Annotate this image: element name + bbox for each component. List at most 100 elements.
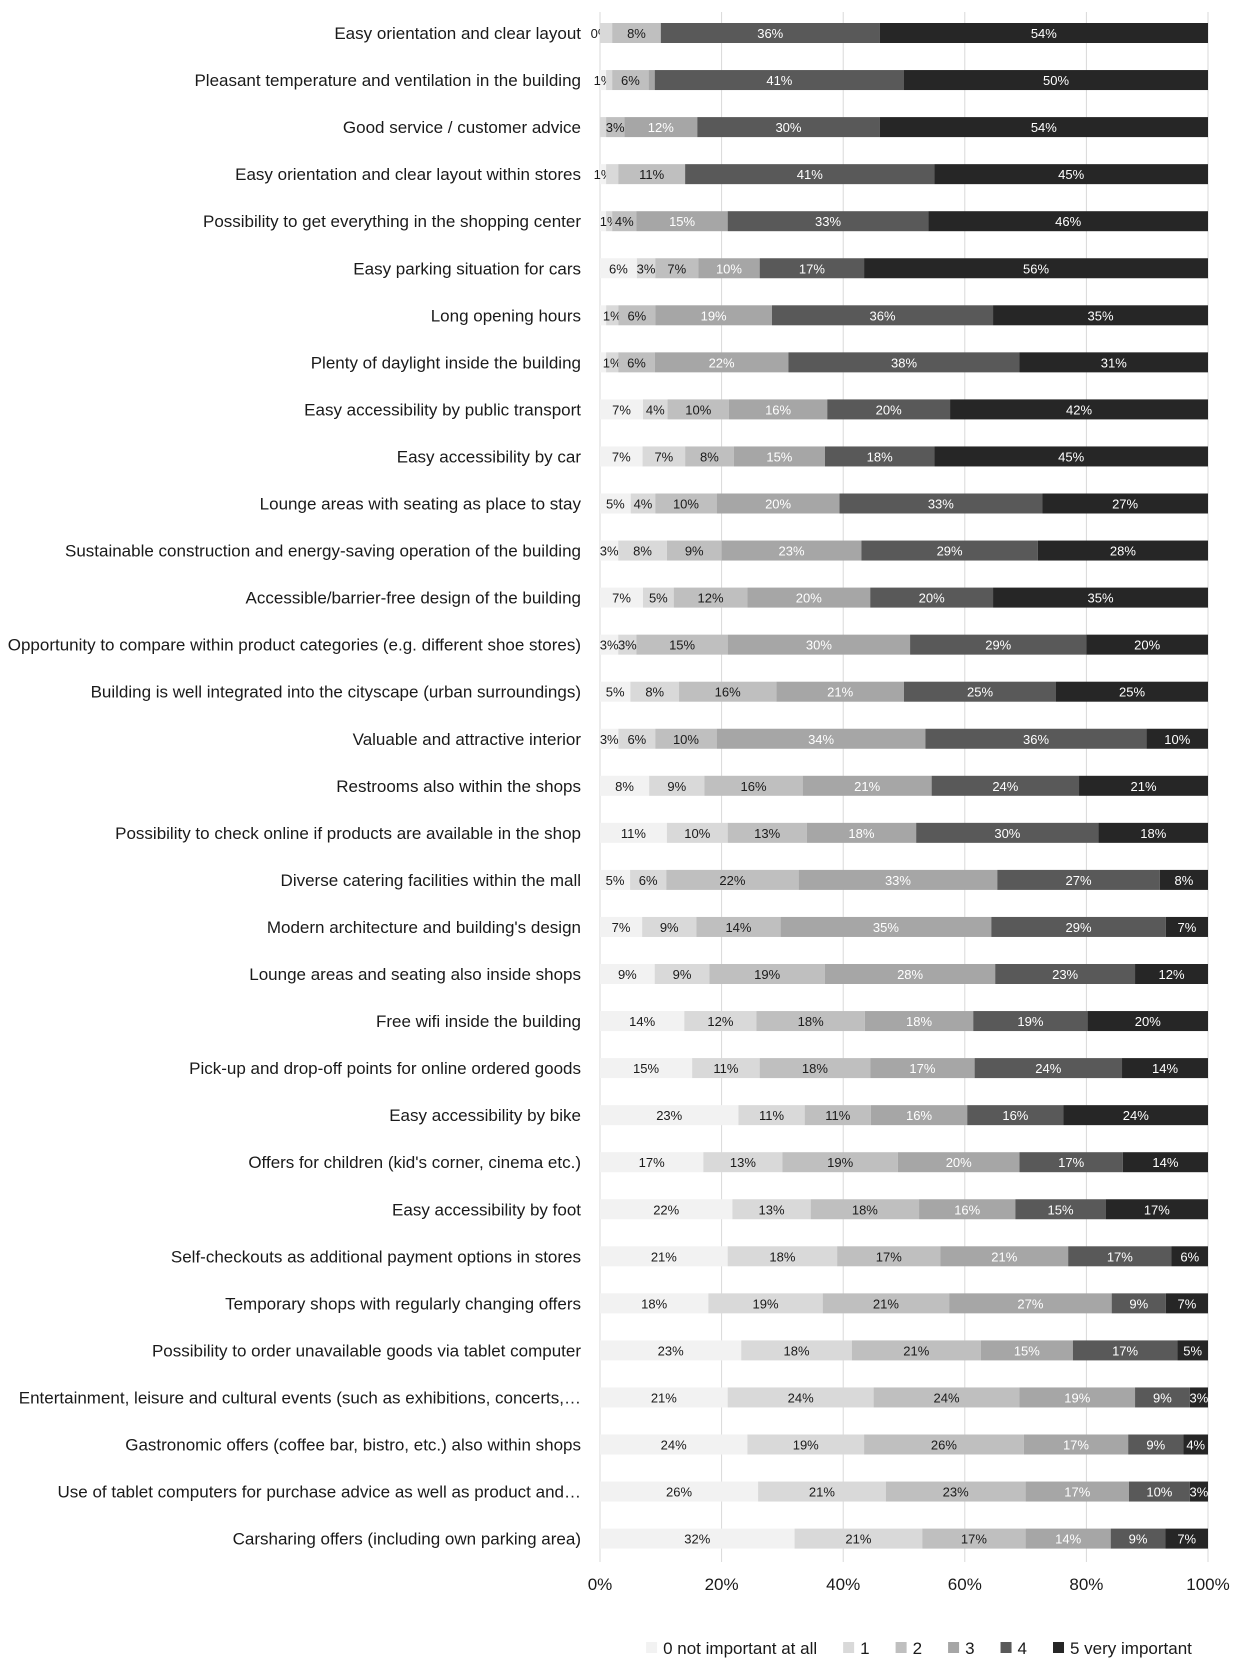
bar-data-label: 25% (1119, 685, 1145, 700)
bar-segment (759, 1058, 871, 1079)
bar-segment (794, 1528, 923, 1549)
bar-segment (721, 540, 862, 561)
bar-segment (679, 681, 777, 702)
bar-data-label: 20% (919, 591, 945, 606)
bar-segment (910, 634, 1087, 655)
bar-data-label: 5% (606, 873, 625, 888)
bar-segment (1165, 1528, 1208, 1549)
bar-segment (919, 1199, 1016, 1220)
bar-data-label: 7% (1178, 920, 1197, 935)
bar-segment (600, 211, 607, 232)
bar-segment (1165, 1293, 1208, 1314)
bar-data-label: 20% (876, 402, 902, 417)
bar-data-label: 12% (648, 120, 674, 135)
bar-data-label: 9% (1129, 1532, 1148, 1547)
bar-data-label: 9% (685, 544, 704, 559)
bar-data-label: 41% (797, 167, 823, 182)
bar-segment (600, 399, 643, 420)
bar-data-label: 12% (1159, 967, 1185, 982)
bar-layer: 0%8%36%54%1%6%41%50%3%12%30%54%1%11%41%4… (591, 23, 1209, 1549)
bar-segment (738, 1105, 805, 1126)
bar-segment (606, 352, 619, 373)
bar-data-label: 18% (798, 1014, 824, 1029)
bar-data-label: 15% (766, 449, 792, 464)
bar-segment (904, 681, 1056, 702)
bar-segment (1171, 1246, 1208, 1267)
bar-segment (600, 1481, 759, 1502)
bar-data-label: 24% (1035, 1061, 1061, 1076)
bar-data-label: 6% (627, 732, 646, 747)
bar-segment (741, 1340, 852, 1361)
bar-segment (636, 258, 656, 279)
bar-segment (727, 634, 911, 655)
bar-segment (696, 916, 781, 937)
bar-data-label: 20% (946, 1155, 972, 1170)
bar-segment (1086, 634, 1208, 655)
bar-data-label: 6% (627, 308, 646, 323)
x-tick-label: 0% (588, 1575, 613, 1594)
bar-segment (1079, 775, 1208, 796)
bar-data-label: 34% (808, 732, 834, 747)
bar-segment (1063, 1105, 1208, 1126)
category-label: Possibility to check online if products … (115, 824, 581, 843)
bar-data-label: 20% (765, 497, 791, 512)
bar-segment (810, 1199, 920, 1220)
bar-data-label: 19% (753, 1296, 779, 1311)
bar-data-label: 3% (606, 120, 625, 135)
bar-segment (1165, 916, 1208, 937)
bar-data-label: 4% (634, 497, 653, 512)
bar-data-label: 35% (1088, 308, 1114, 323)
category-label: Easy parking situation for cars (353, 259, 581, 278)
bar-data-label: 21% (651, 1390, 677, 1405)
bar-segment (630, 869, 667, 890)
bar-segment (1189, 1387, 1208, 1408)
x-tick-label: 60% (948, 1575, 982, 1594)
bar-segment (636, 211, 728, 232)
bar-segment (925, 728, 1147, 749)
legend-swatch (1053, 1642, 1065, 1653)
bar-segment (667, 399, 729, 420)
category-label: Easy accessibility by public transport (304, 400, 581, 419)
bar-data-label: 18% (641, 1296, 667, 1311)
bar-segment (1019, 1152, 1123, 1173)
bar-data-label: 14% (1055, 1532, 1081, 1547)
bar-data-label: 14% (1152, 1061, 1178, 1076)
bar-data-label: 6% (1180, 1249, 1199, 1264)
bar-segment (600, 634, 619, 655)
bar-segment (967, 1105, 1064, 1126)
bar-data-label: 28% (1110, 544, 1136, 559)
bar-data-label: 18% (867, 449, 893, 464)
bar-segment (788, 352, 1020, 373)
bar-segment (606, 211, 613, 232)
bar-segment (851, 1340, 981, 1361)
category-label: Lounge areas and seating also inside sho… (249, 965, 581, 984)
bar-segment (649, 775, 705, 796)
category-label: Use of tablet computers for purchase adv… (58, 1483, 582, 1502)
bar-segment (600, 822, 667, 843)
bar-data-label: 29% (937, 544, 963, 559)
bar-data-label: 16% (954, 1202, 980, 1217)
bar-data-label: 3% (600, 732, 619, 747)
category-label: Self-checkouts as additional payment opt… (171, 1247, 581, 1266)
bar-segment (727, 211, 929, 232)
bar-data-label: 23% (1052, 967, 1078, 982)
bar-data-label: 7% (667, 261, 686, 276)
bar-segment (904, 70, 1208, 91)
bar-data-label: 9% (1129, 1296, 1148, 1311)
bar-data-label: 8% (645, 685, 664, 700)
bar-data-label: 22% (709, 355, 735, 370)
bar-data-label: 18% (848, 826, 874, 841)
bar-data-label: 3% (600, 638, 619, 653)
bar-data-label: 13% (730, 1155, 756, 1170)
bar-data-label: 7% (1178, 1296, 1197, 1311)
bar-segment (704, 775, 803, 796)
bar-segment (822, 1293, 950, 1314)
bar-segment (600, 352, 607, 373)
bar-segment (606, 305, 619, 326)
bar-segment (1159, 869, 1208, 890)
bar-data-label: 17% (639, 1155, 665, 1170)
bar-data-label: 1% (603, 355, 622, 370)
bar-data-label: 5% (1183, 1343, 1202, 1358)
bar-segment (636, 634, 728, 655)
bar-data-label: 7% (612, 920, 631, 935)
